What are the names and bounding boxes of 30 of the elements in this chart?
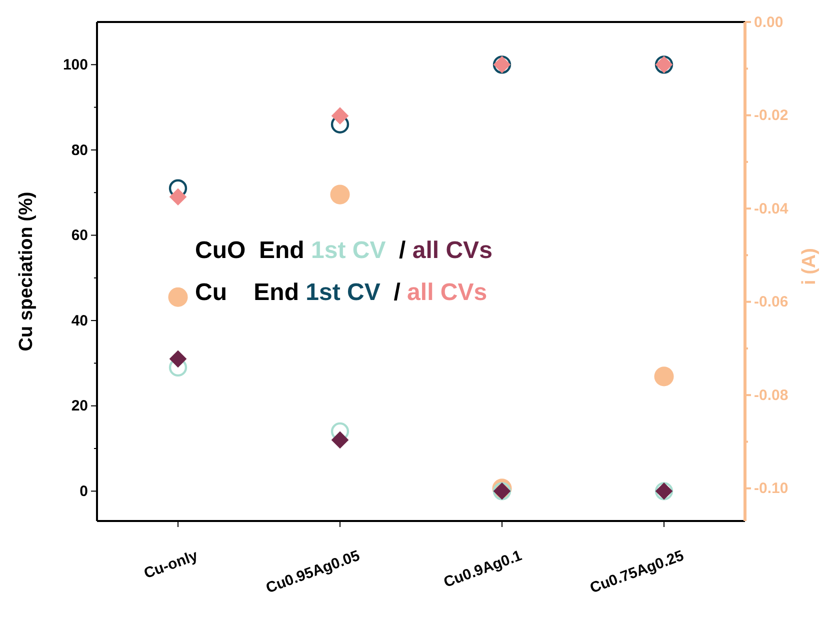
text: 1st CV — [306, 279, 380, 306]
y2-tick-label: -0.02 — [754, 107, 788, 124]
point — [169, 350, 187, 368]
y-axis-title: Cu speciation (%) — [16, 192, 37, 352]
x-tick-label: Cu-only — [142, 547, 201, 582]
y-tick-label: 0 — [80, 482, 88, 500]
annotation: CuO End — [195, 237, 311, 264]
point — [331, 431, 349, 449]
y2-tick-label: 0.00 — [754, 14, 784, 31]
y-tick-label: 40 — [71, 312, 88, 330]
annotation: / — [386, 237, 412, 264]
y-tick-label: 20 — [71, 398, 88, 415]
text: all CVs — [407, 279, 488, 306]
annotation: / — [380, 279, 408, 306]
y-tick-label: 80 — [71, 142, 88, 159]
annotation: Cu End — [195, 279, 306, 306]
text: all CVs — [412, 237, 492, 264]
point — [330, 184, 350, 204]
text: 1st CV — [311, 237, 386, 264]
point — [654, 366, 674, 386]
point — [168, 287, 188, 307]
y2-tick-label: -0.04 — [754, 200, 789, 218]
y2-tick-label: -0.06 — [754, 294, 788, 311]
y-tick-label: 60 — [71, 227, 88, 244]
y2-axis-title: i (A) — [799, 248, 820, 285]
point — [169, 188, 187, 206]
y2-tick-label: -0.08 — [754, 386, 788, 404]
point — [331, 107, 349, 124]
y2-tick-label: -0.10 — [754, 480, 788, 498]
y-tick-label: 100 — [62, 56, 88, 74]
